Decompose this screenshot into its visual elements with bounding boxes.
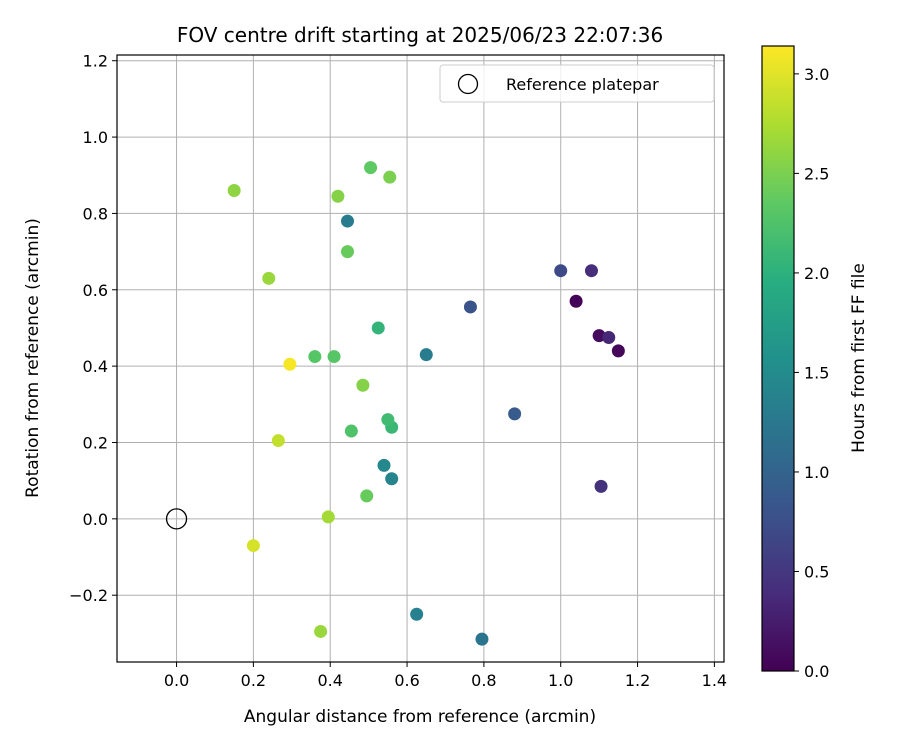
colorbar-ticks: 0.0 0.5 1.0 1.5 2.0 2.5 3.0	[794, 65, 829, 681]
scatter-point	[584, 264, 598, 278]
x-tick-label: 0.6	[394, 671, 419, 690]
y-tick-label: 1.2	[83, 52, 108, 71]
y-axis-ticks: −0.2 0.0 0.2 0.4 0.6 0.8 1.0 1.2	[69, 52, 117, 605]
scatter-point	[360, 489, 374, 503]
scatter-point	[364, 161, 378, 175]
x-axis-label: Angular distance from reference (arcmin)	[244, 707, 596, 727]
y-axis-label: Rotation from reference (arcmin)	[23, 218, 43, 498]
x-tick-label: 0.0	[164, 671, 189, 690]
scatter-point	[508, 407, 522, 421]
x-tick-label: 0.2	[241, 671, 266, 690]
x-tick-label: 1.2	[625, 671, 650, 690]
scatter-point	[321, 510, 335, 524]
y-tick-label: 0.2	[83, 433, 108, 452]
plot-frame	[116, 54, 725, 663]
scatter-point	[341, 245, 355, 259]
colorbar-tick-label: 2.5	[804, 164, 829, 183]
y-tick-label: −0.2	[69, 586, 108, 605]
colorbar-label: Hours from first FF file	[849, 263, 869, 453]
colorbar-tick-label: 0.5	[804, 562, 829, 581]
scatter-point	[227, 184, 241, 198]
y-tick-label: 0.8	[83, 204, 108, 223]
scatter-point	[410, 607, 424, 621]
scatter-point	[314, 624, 328, 638]
scatter-point	[344, 424, 358, 438]
scatter-point	[383, 170, 397, 184]
colorbar-tick-label: 0.0	[804, 662, 829, 681]
scatter-point	[385, 472, 399, 486]
scatter-point	[356, 378, 370, 392]
scatter-points	[227, 161, 625, 646]
chart-title: FOV centre drift starting at 2025/06/23 …	[177, 23, 663, 47]
x-tick-label: 0.8	[471, 671, 496, 690]
x-axis-ticks: 0.0 0.2 0.4 0.6 0.8 1.0 1.2 1.4	[164, 662, 727, 690]
colorbar: 0.0 0.5 1.0 1.5 2.0 2.5 3.0 Hours from first F…	[761, 45, 869, 681]
colorbar-tick-label: 2.0	[804, 264, 829, 283]
colorbar-tick-label: 3.0	[804, 65, 829, 84]
scatter-point	[463, 300, 477, 314]
scatter-point	[371, 321, 385, 335]
scatter-point	[246, 539, 260, 553]
scatter-point	[569, 294, 583, 308]
legend-reference-marker	[457, 73, 479, 95]
scatter-point	[271, 434, 285, 448]
scatter-point	[283, 357, 297, 371]
y-tick-label: 0.0	[83, 510, 108, 529]
y-tick-label: 0.4	[83, 357, 108, 376]
y-tick-label: 0.6	[83, 281, 108, 300]
scatter-point	[308, 350, 322, 364]
scatter-point	[262, 271, 276, 285]
scatter-point	[554, 264, 568, 278]
scatter-point	[475, 632, 489, 646]
scatter-point	[602, 331, 616, 345]
legend-box	[439, 64, 715, 103]
scatter-point	[377, 458, 391, 472]
x-tick-label: 1.4	[702, 671, 727, 690]
reference-platepar-marker	[165, 508, 188, 530]
colorbar-tick-label: 1.5	[804, 363, 829, 382]
colorbar-gradient	[761, 45, 795, 672]
scatter-point	[331, 189, 345, 203]
grid-lines	[117, 55, 724, 662]
scatter-point	[419, 348, 433, 362]
x-tick-label: 1.0	[548, 671, 573, 690]
scatter-point	[327, 350, 341, 364]
colorbar-tick-label: 1.0	[804, 463, 829, 482]
x-tick-label: 0.4	[317, 671, 342, 690]
scatter-point	[611, 344, 625, 358]
scatter-point	[381, 413, 395, 427]
scatter-point	[341, 214, 355, 228]
legend-label: Reference platepar	[506, 75, 659, 94]
scatter-point	[594, 479, 608, 493]
legend: Reference platepar	[439, 64, 715, 103]
y-tick-label: 1.0	[83, 128, 108, 147]
reference-marker-group	[165, 508, 188, 530]
